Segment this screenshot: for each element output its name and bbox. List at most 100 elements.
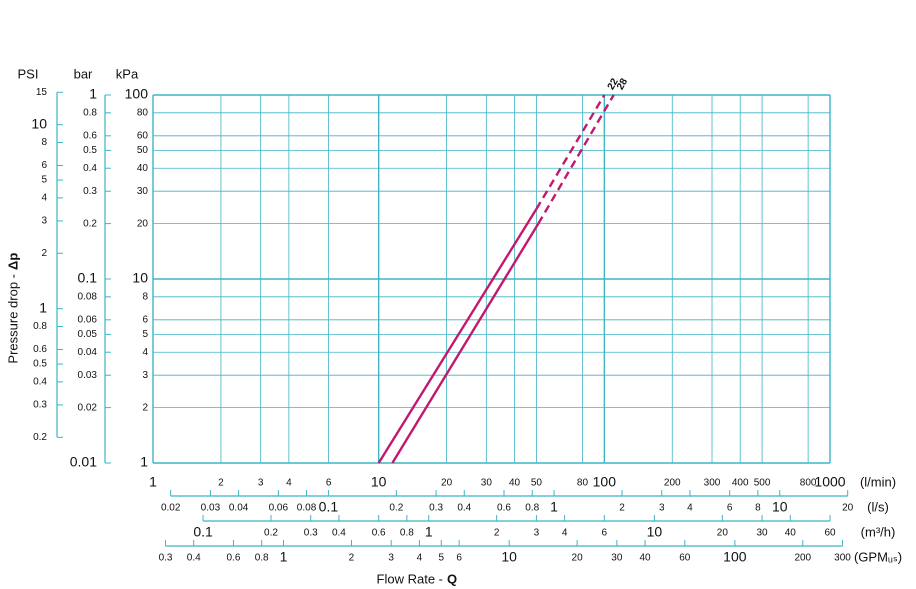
secondary-x-tick-label: 0.3 [159, 553, 173, 564]
x-tick-label: 1 [149, 474, 157, 490]
secondary-x-tick-label: 60 [824, 528, 836, 539]
x-tick-label: 80 [577, 478, 589, 489]
y-tick-label: 20 [137, 218, 149, 229]
secondary-x-tick-label: 1 [550, 499, 558, 515]
y-tick-label: 30 [137, 186, 149, 197]
y-tick-label: 40 [137, 163, 149, 174]
secondary-x-tick-label: 3 [388, 553, 394, 564]
secondary-x-tick-label: 10 [772, 499, 788, 515]
secondary-y-tick-label: 0.03 [78, 370, 98, 381]
y-tick-label: 8 [142, 291, 148, 302]
y-tick-label: 1 [140, 454, 148, 470]
x-tick-label: 6 [326, 478, 332, 489]
secondary-x-tick-label: 4 [417, 553, 423, 564]
y-axis-title: Pressure drop - [5, 274, 20, 364]
x-tick-label: 4 [286, 478, 292, 489]
x-tick-label: 100 [593, 474, 617, 490]
secondary-x-tick-label: 10 [501, 549, 517, 565]
series-line [377, 208, 538, 464]
secondary-x-tick-label: 20 [717, 528, 729, 539]
psi-axis-title: PSI [18, 66, 39, 81]
bar-axis-title: bar [74, 66, 93, 81]
secondary-x-tick-label: 0.8 [400, 528, 414, 539]
series-label: 28 [615, 76, 630, 92]
secondary-y-tick-label: 0.2 [33, 432, 47, 443]
series-line [537, 94, 615, 225]
secondary-x-tick-label: 0.2 [264, 528, 278, 539]
secondary-x-tick-label: 6 [727, 503, 733, 514]
secondary-y-tick-label: 0.4 [83, 163, 97, 174]
kpa-axis-title: kPa [116, 66, 139, 81]
secondary-x-tick-label: 0.8 [525, 503, 539, 514]
y-tick-label: 5 [142, 329, 148, 340]
secondary-y-tick-label: 0.5 [33, 359, 47, 370]
x-tick-label: 40 [509, 478, 521, 489]
secondary-x-tick-label: 0.6 [227, 553, 241, 564]
secondary-x-tick-label: 0.4 [332, 528, 346, 539]
secondary-x-tick-label: 0.4 [187, 553, 201, 564]
secondary-y-tick-label: 0.6 [33, 344, 47, 355]
secondary-x-tick-label: 6 [602, 528, 608, 539]
secondary-x-tick-label: 200 [794, 553, 811, 564]
secondary-y-tick-label: 10 [31, 115, 47, 131]
series-line [391, 222, 540, 464]
secondary-x-tick-label: 8 [755, 503, 761, 514]
series-label: 22 [606, 76, 621, 92]
secondary-x-unit: (m³/h) [861, 524, 896, 539]
secondary-x-tick-label: 30 [757, 528, 769, 539]
secondary-x-tick-label: 4 [562, 528, 568, 539]
y-tick-label: 3 [142, 370, 148, 381]
y-tick-label: 6 [142, 314, 148, 325]
secondary-x-tick-label: 100 [723, 549, 747, 565]
secondary-x-tick-label: 0.1 [193, 524, 213, 540]
secondary-x-tick-label: 6 [456, 553, 462, 564]
x-axis-symbol: Q [447, 571, 457, 586]
secondary-y-tick-label: 0.1 [78, 270, 98, 286]
secondary-y-tick-label: 15 [36, 87, 48, 98]
x-unit: (l/min) [860, 474, 896, 489]
x-tick-label: 800 [800, 478, 817, 489]
secondary-x-unit: (GPMᵤₛ) [854, 549, 902, 564]
x-tick-label: 50 [531, 478, 543, 489]
x-tick-label: 300 [704, 478, 721, 489]
secondary-x-tick-label: 0.2 [389, 503, 403, 514]
y-axis-title-group: Pressure drop - Δp [5, 253, 20, 364]
y-tick-label: 80 [137, 107, 149, 118]
secondary-x-tick-label: 0.04 [229, 503, 249, 514]
secondary-y-tick-label: 0.08 [78, 291, 98, 302]
secondary-x-tick-label: 0.03 [201, 503, 221, 514]
secondary-x-tick-label: 1 [280, 549, 288, 565]
y-axis-symbol: Δp [5, 253, 20, 270]
y-tick-label: 100 [125, 86, 149, 102]
y-tick-label: 60 [137, 130, 149, 141]
secondary-y-tick-label: 0.06 [78, 314, 98, 325]
secondary-y-tick-label: 0.01 [70, 454, 97, 470]
y-tick-label: 2 [142, 402, 148, 413]
secondary-x-tick-label: 0.02 [161, 503, 181, 514]
y-tick-label: 4 [142, 347, 148, 358]
secondary-y-tick-label: 5 [41, 175, 47, 186]
secondary-x-tick-label: 0.1 [319, 499, 339, 515]
secondary-x-tick-label: 0.3 [429, 503, 443, 514]
x-tick-label: 20 [441, 478, 453, 489]
secondary-x-tick-label: 40 [785, 528, 797, 539]
secondary-y-tick-label: 0.05 [78, 329, 98, 340]
secondary-y-tick-label: 4 [41, 193, 47, 204]
secondary-x-tick-label: 2 [349, 553, 355, 564]
secondary-y-tick-label: 0.8 [83, 107, 97, 118]
secondary-x-tick-label: 10 [647, 524, 663, 540]
secondary-x-tick-label: 0.08 [297, 503, 317, 514]
x-tick-label: 10 [371, 474, 387, 490]
secondary-x-tick-label: 20 [842, 503, 854, 514]
secondary-y-tick-label: 0.5 [83, 145, 97, 156]
secondary-y-tick-label: 0.04 [78, 347, 98, 358]
secondary-x-tick-label: 0.6 [372, 528, 386, 539]
x-tick-label: 3 [258, 478, 264, 489]
secondary-y-tick-label: 0.3 [83, 186, 97, 197]
secondary-x-tick-label: 5 [438, 553, 444, 564]
secondary-y-tick-label: 3 [41, 216, 47, 227]
secondary-x-tick-label: 0.4 [457, 503, 471, 514]
x-tick-label: 30 [481, 478, 493, 489]
y-tick-label: 50 [137, 145, 149, 156]
x-tick-label: 500 [754, 478, 771, 489]
